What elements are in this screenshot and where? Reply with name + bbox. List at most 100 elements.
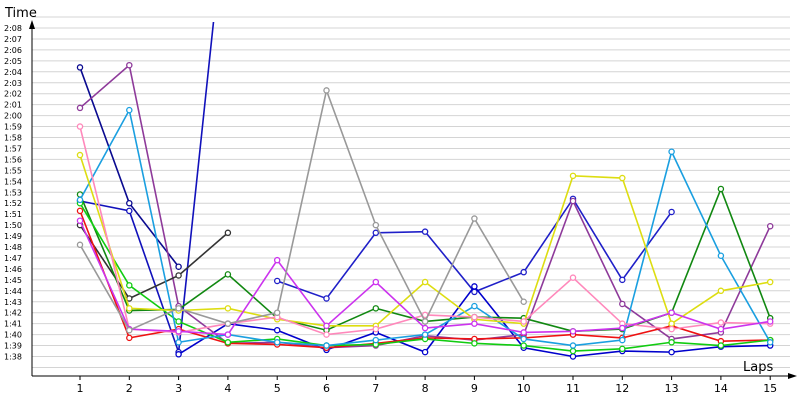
data-point xyxy=(175,351,182,358)
series-3 xyxy=(76,64,182,270)
data-point xyxy=(76,151,84,159)
x-tick-label: 2 xyxy=(126,382,133,395)
data-point xyxy=(175,272,182,279)
y-tick-label: 1:55 xyxy=(4,166,22,175)
x-tick-label: 13 xyxy=(665,382,679,395)
data-point xyxy=(224,331,232,338)
x-axis-title: Laps xyxy=(743,360,773,375)
x-tick-label: 6 xyxy=(323,382,330,395)
data-point xyxy=(224,229,232,237)
data-point xyxy=(175,263,182,270)
x-tick-label: 1 xyxy=(77,382,84,395)
y-tick-label: 1:46 xyxy=(4,265,22,274)
y-tick-label: 1:59 xyxy=(4,123,22,132)
data-point xyxy=(766,278,774,286)
x-tick-label: 9 xyxy=(471,382,478,395)
y-tick-label: 1:48 xyxy=(4,243,22,252)
series-line xyxy=(79,224,229,300)
series xyxy=(76,22,774,360)
data-point xyxy=(76,217,84,224)
data-point xyxy=(421,348,429,356)
data-point xyxy=(668,348,675,356)
data-point xyxy=(619,336,626,344)
data-point xyxy=(126,305,133,312)
data-point xyxy=(619,324,626,332)
data-point xyxy=(471,302,478,310)
y-tick-label: 2:05 xyxy=(4,57,22,66)
y-tick-label: 1:39 xyxy=(4,342,22,351)
data-point xyxy=(224,339,232,346)
data-point xyxy=(76,196,84,204)
data-point xyxy=(224,320,232,327)
data-point xyxy=(569,274,577,281)
y-tick-label: 1:54 xyxy=(4,177,22,186)
data-point xyxy=(372,221,380,229)
data-point xyxy=(126,61,133,69)
data-point xyxy=(520,298,527,305)
data-point xyxy=(471,283,478,290)
y-tick-label: 2:08 xyxy=(4,24,22,33)
data-point xyxy=(323,87,330,94)
data-point xyxy=(372,278,380,286)
data-point xyxy=(421,278,429,286)
y-axis-title: Time xyxy=(4,6,37,21)
data-point xyxy=(569,197,577,205)
data-point xyxy=(175,328,182,335)
y-tick-label: 1:49 xyxy=(4,232,22,241)
data-point xyxy=(520,342,527,349)
data-point xyxy=(569,328,577,335)
data-point xyxy=(668,208,675,216)
data-point xyxy=(717,185,725,193)
x-tick-label: 7 xyxy=(372,382,379,395)
data-point xyxy=(323,322,330,330)
data-point xyxy=(421,318,429,325)
x-tick-label: 15 xyxy=(763,382,777,395)
data-point xyxy=(175,339,182,346)
series-line xyxy=(79,87,525,332)
x-tick-label: 3 xyxy=(175,382,182,395)
x-axis-arrow-icon xyxy=(788,373,797,379)
x-tick-label: 14 xyxy=(714,382,728,395)
y-tick-label: 1:43 xyxy=(4,298,22,307)
data-point xyxy=(126,207,133,215)
y-tick-label: 2:01 xyxy=(4,101,22,110)
y-tick-label: 1:38 xyxy=(4,353,22,362)
data-point xyxy=(619,345,626,353)
data-point xyxy=(766,339,774,346)
data-point xyxy=(471,340,478,347)
data-point xyxy=(668,148,675,155)
data-point xyxy=(569,353,577,360)
data-point xyxy=(76,104,84,112)
data-point xyxy=(717,287,725,295)
data-point xyxy=(569,347,577,355)
y-tick-label: 2:04 xyxy=(4,68,22,77)
series-4 xyxy=(175,283,774,360)
data-point xyxy=(76,207,84,215)
data-point xyxy=(668,339,675,346)
x-tick-label: 4 xyxy=(224,382,231,395)
data-point xyxy=(76,241,84,249)
y-tick-label: 2:06 xyxy=(4,46,22,55)
y-tick-label: 1:45 xyxy=(4,276,22,285)
data-point xyxy=(372,325,380,333)
data-point xyxy=(126,334,133,342)
data-point xyxy=(520,268,527,276)
y-tick-label: 1:58 xyxy=(4,134,22,143)
data-point xyxy=(372,336,380,344)
data-point xyxy=(126,326,133,334)
data-point xyxy=(126,199,133,207)
data-point xyxy=(717,319,725,326)
y-tick-labels: 1:38 1:39 1:40 1:41 1:42 1:43 1:44 1:45 1:46 1:47… xyxy=(4,24,22,362)
y-tick-label: 1:50 xyxy=(4,221,22,230)
data-point xyxy=(668,320,675,327)
data-point xyxy=(273,277,281,285)
data-point xyxy=(421,331,429,338)
data-point xyxy=(323,342,330,349)
y-tick-label: 2:03 xyxy=(4,79,22,88)
data-point xyxy=(717,342,725,349)
y-tick-label: 1:41 xyxy=(4,320,22,329)
axes: Time Laps xyxy=(4,6,797,379)
y-axis-arrow-icon xyxy=(29,20,35,29)
x-tick-label: 10 xyxy=(517,382,531,395)
